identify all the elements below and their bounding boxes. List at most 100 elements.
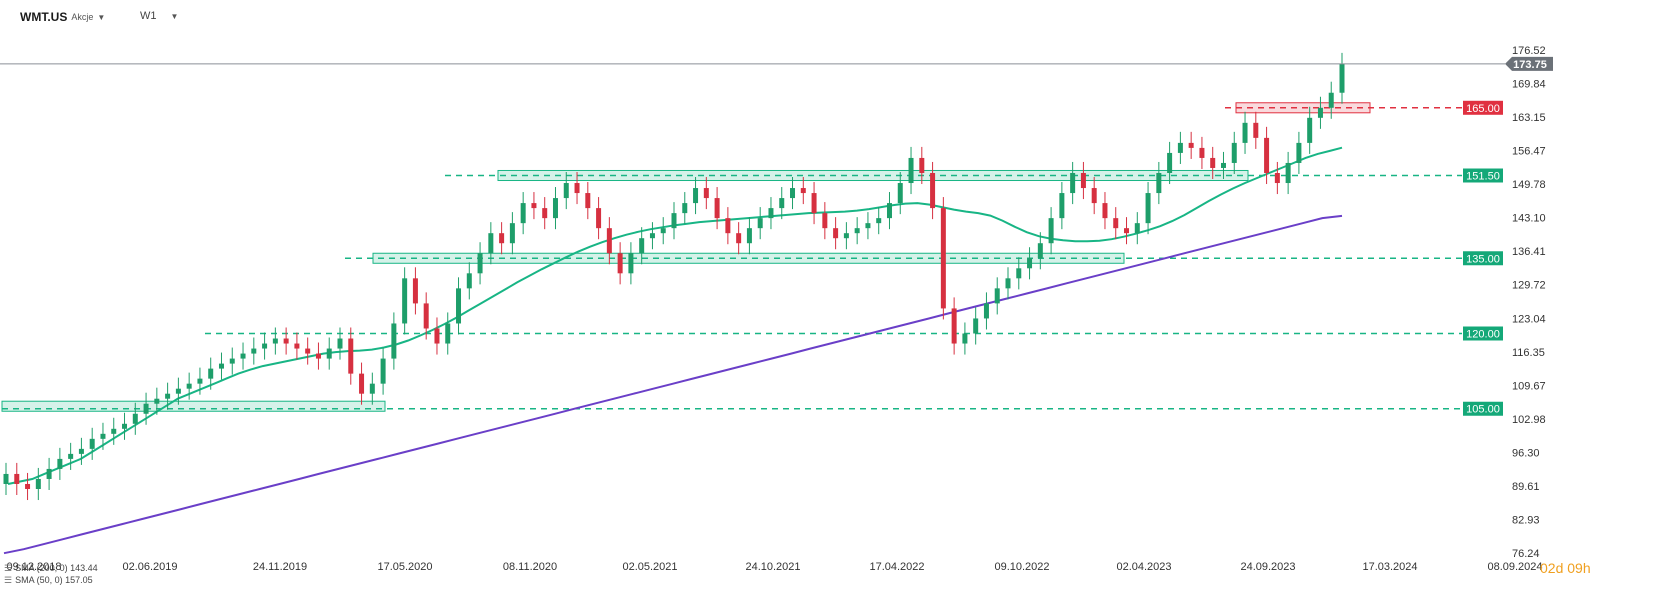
legend-sma200-label: SMA (200, 0) 143.44 <box>15 563 98 573</box>
candle-body <box>262 343 268 349</box>
candle-body <box>951 308 957 344</box>
indicator-legend: ☰ SMA (200, 0) 143.44 ☰ SMA (50, 0) 157.… <box>4 562 98 586</box>
candle-body <box>811 193 817 214</box>
candle-body <box>1199 147 1205 158</box>
candle-body <box>682 203 688 214</box>
x-tick-label: 24.09.2023 <box>1240 561 1295 573</box>
candle-body <box>563 183 569 199</box>
candle-body <box>1328 92 1334 108</box>
candle-body <box>962 333 968 344</box>
y-tick-label: 143.10 <box>1512 213 1546 225</box>
symbol-selector[interactable]: WMT.US Akcje ▼ <box>20 10 105 24</box>
candle-body <box>714 198 720 219</box>
candle-body <box>68 453 74 459</box>
candle-body <box>822 213 828 229</box>
candle-body <box>1167 152 1173 173</box>
candle-body <box>930 172 936 209</box>
candle-body <box>283 338 289 344</box>
candle-body <box>100 433 106 439</box>
sma200-line <box>3 214 1343 555</box>
symbol-label: WMT.US <box>20 10 68 24</box>
candle-body <box>122 423 128 429</box>
candle-body <box>3 473 9 484</box>
chevron-down-icon: ▼ <box>170 11 179 21</box>
x-tick-label: 08.09.2024 <box>1487 561 1542 573</box>
candle-body <box>89 438 95 449</box>
candle-body <box>1317 107 1323 118</box>
candle-body <box>897 183 903 204</box>
candle-body <box>843 233 849 239</box>
x-tick-label: 02.04.2023 <box>1116 561 1171 573</box>
candle-body <box>660 228 666 234</box>
settings-icon[interactable]: ☰ <box>4 563 13 573</box>
candle-body <box>1339 63 1345 93</box>
candle-body <box>423 303 429 329</box>
candle-body <box>111 428 117 434</box>
candle-body <box>703 188 709 199</box>
candle-body <box>552 198 558 219</box>
y-tick-label: 149.78 <box>1512 179 1546 191</box>
candle-body <box>574 183 580 194</box>
level-tag-label: 105.00 <box>1466 404 1500 416</box>
candle-body <box>499 233 505 244</box>
candle-body <box>1145 193 1151 224</box>
x-tick-label: 24.10.2021 <box>745 561 800 573</box>
x-tick-label: 24.11.2019 <box>253 561 307 573</box>
candle-body <box>412 278 418 304</box>
candle-body <box>1048 218 1054 244</box>
candle-body <box>294 343 300 349</box>
candle-body <box>434 328 440 344</box>
candle-body <box>35 478 41 489</box>
candle-body <box>477 253 483 274</box>
candle-body <box>445 323 451 344</box>
level-tag <box>1463 326 1503 341</box>
candle-body <box>1037 243 1043 259</box>
candle-body <box>46 468 52 479</box>
candle-body <box>25 483 31 489</box>
candle-body <box>542 208 548 219</box>
legend-sma50-label: SMA (50, 0) 157.05 <box>15 575 93 585</box>
candle-body <box>520 203 526 224</box>
candle-body <box>218 363 224 369</box>
legend-sma50[interactable]: ☰ SMA (50, 0) 157.05 <box>4 574 98 586</box>
candle-body <box>466 273 472 289</box>
candle-body <box>1102 203 1108 219</box>
zone-band <box>372 252 1125 264</box>
candle-body <box>617 253 623 274</box>
candle-body <box>596 208 602 229</box>
candle-body <box>649 233 655 239</box>
candle-body <box>165 393 171 399</box>
sma50-line <box>7 146 1343 485</box>
candle-body <box>229 358 235 364</box>
candle-body <box>1091 188 1097 204</box>
x-tick-label: 17.05.2020 <box>377 561 432 573</box>
candle-body <box>57 458 63 469</box>
settings-icon[interactable]: ☰ <box>4 575 13 585</box>
chart-toolbar: WMT.US Akcje ▼ W1 ▼ <box>0 0 1653 34</box>
candle-body <box>671 213 677 229</box>
candle-body <box>1210 157 1216 168</box>
candle-body <box>1134 223 1140 234</box>
y-tick-label: 102.98 <box>1512 414 1546 426</box>
candle-body <box>337 338 343 349</box>
candle-body <box>197 378 203 384</box>
candle-body <box>757 218 763 229</box>
candle-body <box>833 228 839 239</box>
candle-body <box>940 208 946 309</box>
candle-body <box>143 403 149 414</box>
candle-body <box>1264 137 1270 173</box>
candle-body <box>725 218 731 234</box>
legend-sma200[interactable]: ☰ SMA (200, 0) 143.44 <box>4 562 98 574</box>
candle-body <box>886 203 892 219</box>
candle-body <box>456 288 462 324</box>
candle-body <box>154 398 160 404</box>
zone-band <box>1 400 386 412</box>
candle-body <box>1124 228 1130 234</box>
y-tick-label: 116.35 <box>1512 347 1545 359</box>
current-price-label: 173.75 <box>1513 59 1547 71</box>
level-tag <box>1463 401 1503 416</box>
timeframe-selector[interactable]: W1 ▼ <box>140 10 178 22</box>
y-tick-label: 176.52 <box>1512 45 1546 57</box>
candle-body <box>1285 162 1291 184</box>
